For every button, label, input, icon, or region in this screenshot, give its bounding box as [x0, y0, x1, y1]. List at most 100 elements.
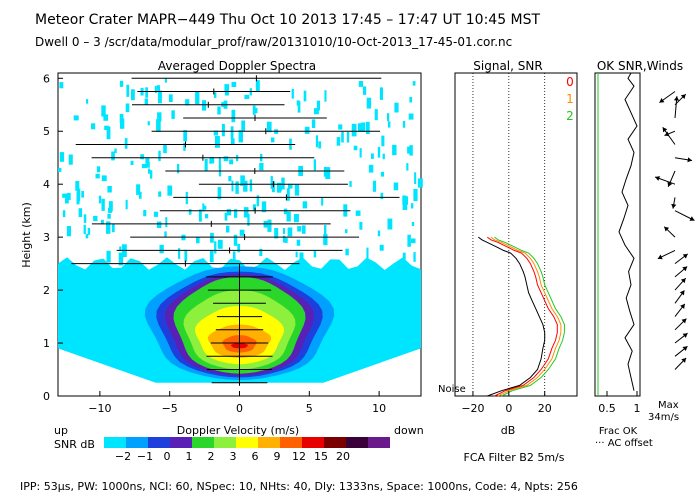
noise-speckle [158, 150, 161, 162]
noise-speckle [313, 159, 316, 171]
wind-arrowhead [682, 333, 688, 338]
doppler-ytick-label: 5 [43, 125, 50, 138]
noise-speckle [171, 110, 175, 119]
noise-speckle [148, 168, 151, 174]
noise-speckle [295, 251, 298, 258]
noise-speckle [301, 225, 306, 234]
colorbar-swatch [236, 437, 258, 448]
colorbar-tick-label: −2 [115, 450, 131, 463]
noise-speckle [144, 98, 148, 105]
noise-speckle [106, 126, 111, 140]
noise-speckle [136, 184, 141, 195]
noise-speckle [402, 200, 408, 210]
noise-speckle [380, 192, 384, 199]
snr-legend-0: 0 [566, 75, 574, 89]
noise-speckle [196, 237, 200, 244]
noise-speckle [184, 249, 188, 262]
doppler-xtick-label: 5 [306, 402, 313, 415]
noise-speckle [412, 81, 416, 86]
footer-params: IPP: 53μs, PW: 1000ns, NCI: 60, NSpec: 1… [20, 480, 578, 493]
wind-arrowhead [689, 216, 695, 221]
wind-arrowhead [673, 96, 680, 101]
noise-speckle [119, 80, 124, 87]
snr-legend-1: 1 [566, 92, 574, 106]
noise-speckle [59, 152, 65, 162]
noise-speckle [183, 130, 187, 142]
noise-speckle [303, 90, 307, 102]
noise-speckle [124, 138, 128, 149]
noise-speckle [239, 229, 245, 236]
noise-speckle [413, 252, 416, 262]
noise-speckle [302, 201, 308, 209]
noise-speckle [230, 126, 234, 140]
noise-speckle [281, 177, 285, 190]
colorbar-swatch [214, 437, 236, 448]
noise-speckle [315, 135, 319, 148]
noise-speckle [359, 221, 363, 230]
noise-speckle [75, 181, 80, 191]
noise-speckle [111, 223, 115, 233]
noise-speckle [118, 252, 124, 266]
noise-speckle [209, 158, 212, 164]
noise-speckle [62, 193, 67, 198]
noise-speckle [323, 234, 328, 246]
noise-speckle [336, 137, 341, 146]
noise-speckle [202, 100, 207, 111]
noise-speckle [229, 159, 234, 165]
noise-speckle [210, 156, 215, 164]
noise-speckle [411, 238, 416, 244]
noise-speckle [213, 130, 218, 136]
noise-speckle [233, 234, 238, 246]
noise-speckle [368, 164, 374, 173]
noise-speckle [231, 109, 236, 123]
doppler-ytick-label: 2 [43, 284, 50, 297]
colorbar-up-label: up [54, 424, 68, 437]
wind-arrows [654, 91, 695, 370]
noise-speckle [164, 78, 167, 83]
noise-speckle [345, 248, 349, 256]
noise-speckle [93, 215, 98, 222]
noise-speckle [101, 198, 105, 211]
noise-speckle [294, 184, 300, 196]
noise-speckle [130, 160, 134, 165]
snr-series-signal [477, 236, 546, 397]
ok-snr-winds-panel: OK SNR,Winds 0.5 1 Frac OK ··· AC offset … [594, 59, 695, 449]
fracok-xtick-label: 1 [634, 402, 641, 415]
noise-speckle [252, 105, 256, 115]
colorbar-swatch [148, 437, 170, 448]
doppler-xtick-label: −10 [88, 402, 111, 415]
noise-speckle [104, 125, 109, 130]
noise-speckle [299, 252, 303, 260]
noise-speckle [411, 203, 414, 209]
noise-speckle [177, 163, 180, 174]
noise-speckle [91, 123, 96, 130]
noise-speckle [279, 185, 282, 192]
snr-series-1 [490, 236, 562, 397]
noise-speckle [167, 185, 173, 196]
noise-speckle [158, 90, 162, 104]
noise-speckle [377, 230, 381, 237]
wind-arrowhead [680, 94, 686, 99]
noise-speckle [156, 85, 160, 91]
colorbar-swatch [104, 437, 126, 448]
wind-arrowhead [682, 266, 688, 272]
noise-speckle [409, 96, 413, 103]
doppler-axes: −10 −5 0 5 10 0 1 2 3 4 5 6 [43, 72, 386, 415]
noise-speckle [324, 90, 327, 102]
doppler-ylabel: Height (km) [20, 202, 33, 268]
noise-speckle [393, 182, 399, 191]
wind-arrowhead [667, 181, 673, 187]
noise-speckle [345, 229, 348, 234]
colorbar-swatch [280, 437, 302, 448]
noise-speckle [313, 250, 317, 258]
noise-speckle [371, 153, 374, 159]
noise-speckle [387, 218, 393, 230]
fracok-xlabel: Frac OK [599, 426, 638, 437]
noise-speckle [304, 126, 310, 134]
noise-speckle [231, 138, 235, 145]
colorbar-tick-label: 20 [336, 450, 350, 463]
noise-speckle [361, 122, 366, 132]
noise-speckle [159, 244, 164, 254]
noise-speckle [318, 141, 322, 149]
